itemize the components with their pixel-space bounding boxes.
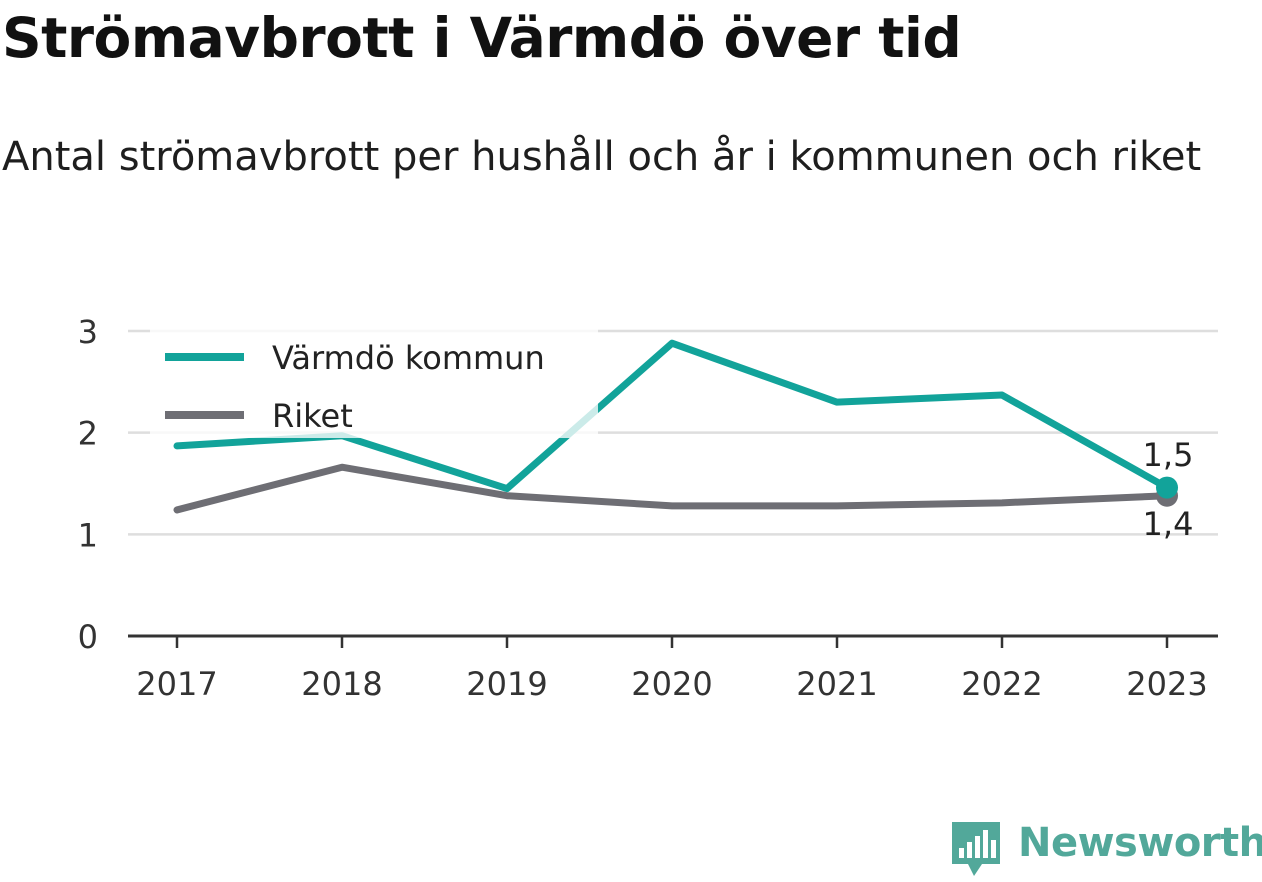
series-line-1 xyxy=(173,463,1171,514)
y-tick-label: 2 xyxy=(78,415,98,453)
series-end-point-0 xyxy=(1156,476,1178,499)
x-tick-label: 2018 xyxy=(301,665,382,703)
legend-box xyxy=(150,326,598,438)
x-tick-label: 2019 xyxy=(466,665,547,703)
x-tick-label: 2017 xyxy=(136,665,217,703)
x-tick-label: 2022 xyxy=(961,665,1042,703)
y-tick-label: 1 xyxy=(78,516,98,554)
x-tick-label: 2020 xyxy=(631,665,712,703)
chart-subtitle: Antal strömavbrott per hushåll och år i … xyxy=(2,134,1202,180)
end-label-riket: 1,4 xyxy=(1143,505,1194,543)
legend-label-0: Värmdö kommun xyxy=(272,339,545,377)
y-tick-label: 0 xyxy=(78,618,98,656)
x-tick-label: 2023 xyxy=(1126,665,1207,703)
chart-title: Strömavbrott i Värmdö över tid xyxy=(2,6,962,70)
end-label-varmdo: 1,5 xyxy=(1143,436,1194,474)
x-tick-label: 2021 xyxy=(796,665,877,703)
brand-logo[interactable]: Newsworthy xyxy=(950,818,1262,878)
y-tick-label: 3 xyxy=(78,313,98,351)
brand-name: Newsworthy xyxy=(1018,820,1262,866)
legend-label-1: Riket xyxy=(272,397,353,435)
bar-chart-logo-icon xyxy=(952,822,1000,876)
